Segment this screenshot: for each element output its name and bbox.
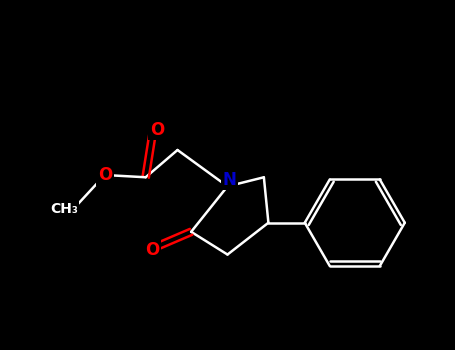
Text: N: N [223, 170, 237, 189]
Text: O: O [146, 241, 160, 259]
Text: O: O [98, 166, 112, 184]
Text: O: O [150, 120, 164, 139]
Text: CH₃: CH₃ [50, 202, 78, 216]
